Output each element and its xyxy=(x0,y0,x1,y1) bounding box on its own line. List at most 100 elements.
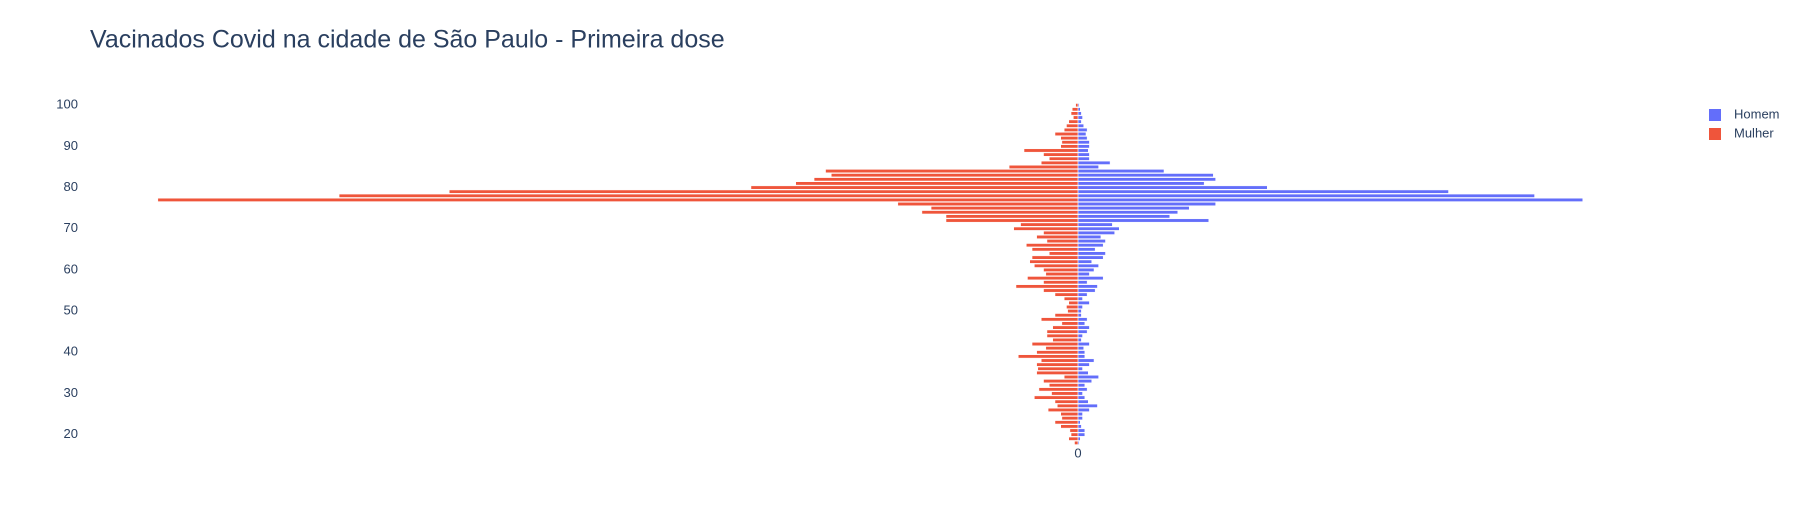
bar xyxy=(1036,350,1079,355)
bar xyxy=(1077,144,1090,149)
bar xyxy=(1077,185,1268,190)
bar xyxy=(1077,132,1087,136)
bar xyxy=(897,202,1079,206)
bar xyxy=(1077,272,1090,276)
bar xyxy=(1077,280,1088,285)
bar xyxy=(1049,383,1079,388)
legend-swatch xyxy=(1709,128,1721,140)
bar xyxy=(1063,127,1079,132)
bar xyxy=(813,177,1079,182)
bar xyxy=(1038,387,1079,392)
bar xyxy=(1077,136,1088,141)
bar xyxy=(1060,136,1079,141)
bar xyxy=(1077,165,1099,169)
y-tick-label: 20 xyxy=(64,426,78,441)
bar xyxy=(1077,399,1089,404)
bar xyxy=(1077,375,1099,379)
bar xyxy=(1043,288,1079,293)
y-tick-label: 80 xyxy=(64,179,78,194)
x-tick-label: 0 xyxy=(1074,445,1081,460)
bar xyxy=(1077,222,1113,227)
bar xyxy=(1051,391,1079,396)
bar xyxy=(1077,160,1111,165)
bar xyxy=(1077,140,1090,145)
bar xyxy=(1043,267,1079,272)
bar xyxy=(1045,272,1079,276)
bar xyxy=(1077,428,1086,433)
bar xyxy=(1077,226,1120,231)
bar xyxy=(1070,111,1079,116)
bar xyxy=(1063,375,1079,379)
bar xyxy=(750,185,1079,190)
bar xyxy=(1060,412,1079,416)
bar xyxy=(1077,239,1106,244)
chart-title: Vacinados Covid na cidade de São Paulo -… xyxy=(90,26,725,54)
bar xyxy=(1046,329,1079,334)
bar xyxy=(1031,342,1079,346)
bar xyxy=(1054,132,1079,136)
bar xyxy=(1077,333,1083,338)
bar xyxy=(1077,292,1088,297)
bar xyxy=(1015,284,1079,289)
bar xyxy=(1077,329,1088,334)
bar xyxy=(1054,292,1079,297)
y-tick-label: 60 xyxy=(64,261,78,276)
bar xyxy=(1077,395,1086,400)
bar xyxy=(1077,235,1102,239)
bar xyxy=(1077,247,1096,252)
bar xyxy=(1043,152,1079,157)
bar xyxy=(1077,189,1449,194)
bar xyxy=(1071,107,1079,112)
bar xyxy=(1077,305,1083,309)
bar xyxy=(831,173,1079,178)
bar xyxy=(1043,280,1079,285)
bar xyxy=(1077,284,1098,289)
bar xyxy=(1077,276,1104,281)
bar xyxy=(1077,123,1084,128)
bar xyxy=(1063,296,1079,301)
bar xyxy=(1077,362,1090,367)
bar xyxy=(1047,407,1079,412)
bar xyxy=(1036,370,1079,375)
bar xyxy=(1077,391,1083,396)
bar xyxy=(1077,181,1205,186)
bar xyxy=(1077,436,1081,441)
bar xyxy=(1077,412,1083,416)
bar xyxy=(1054,420,1079,425)
bar xyxy=(1077,420,1081,425)
bar xyxy=(1060,144,1079,149)
bar xyxy=(1077,193,1535,198)
bar xyxy=(1077,259,1092,264)
bar xyxy=(1077,358,1095,363)
bar xyxy=(1077,350,1086,355)
bar xyxy=(1061,321,1079,326)
bar xyxy=(1077,354,1086,359)
bar xyxy=(1037,366,1079,371)
bar xyxy=(1066,123,1079,128)
bar xyxy=(1077,370,1089,375)
bar xyxy=(1077,243,1104,248)
bar xyxy=(1077,263,1099,268)
bar xyxy=(1077,148,1089,153)
bar xyxy=(1054,399,1079,404)
bar xyxy=(1046,239,1079,244)
bar xyxy=(1077,267,1095,272)
y-tick-label: 40 xyxy=(64,344,78,359)
bar xyxy=(1068,436,1079,441)
bar xyxy=(1077,115,1083,120)
bar xyxy=(1061,140,1079,145)
bar xyxy=(1061,416,1079,421)
bar xyxy=(1077,152,1090,157)
bar xyxy=(1023,148,1079,153)
bar xyxy=(1077,251,1106,256)
bar xyxy=(1077,346,1084,351)
bar xyxy=(1043,379,1079,384)
bar xyxy=(1046,333,1079,338)
bar xyxy=(1077,119,1082,124)
bar xyxy=(448,189,1079,194)
bar xyxy=(1077,230,1115,235)
bar xyxy=(1026,243,1079,248)
bar xyxy=(1077,214,1170,219)
legend-label: Homem xyxy=(1734,106,1780,121)
bar xyxy=(1020,222,1079,227)
